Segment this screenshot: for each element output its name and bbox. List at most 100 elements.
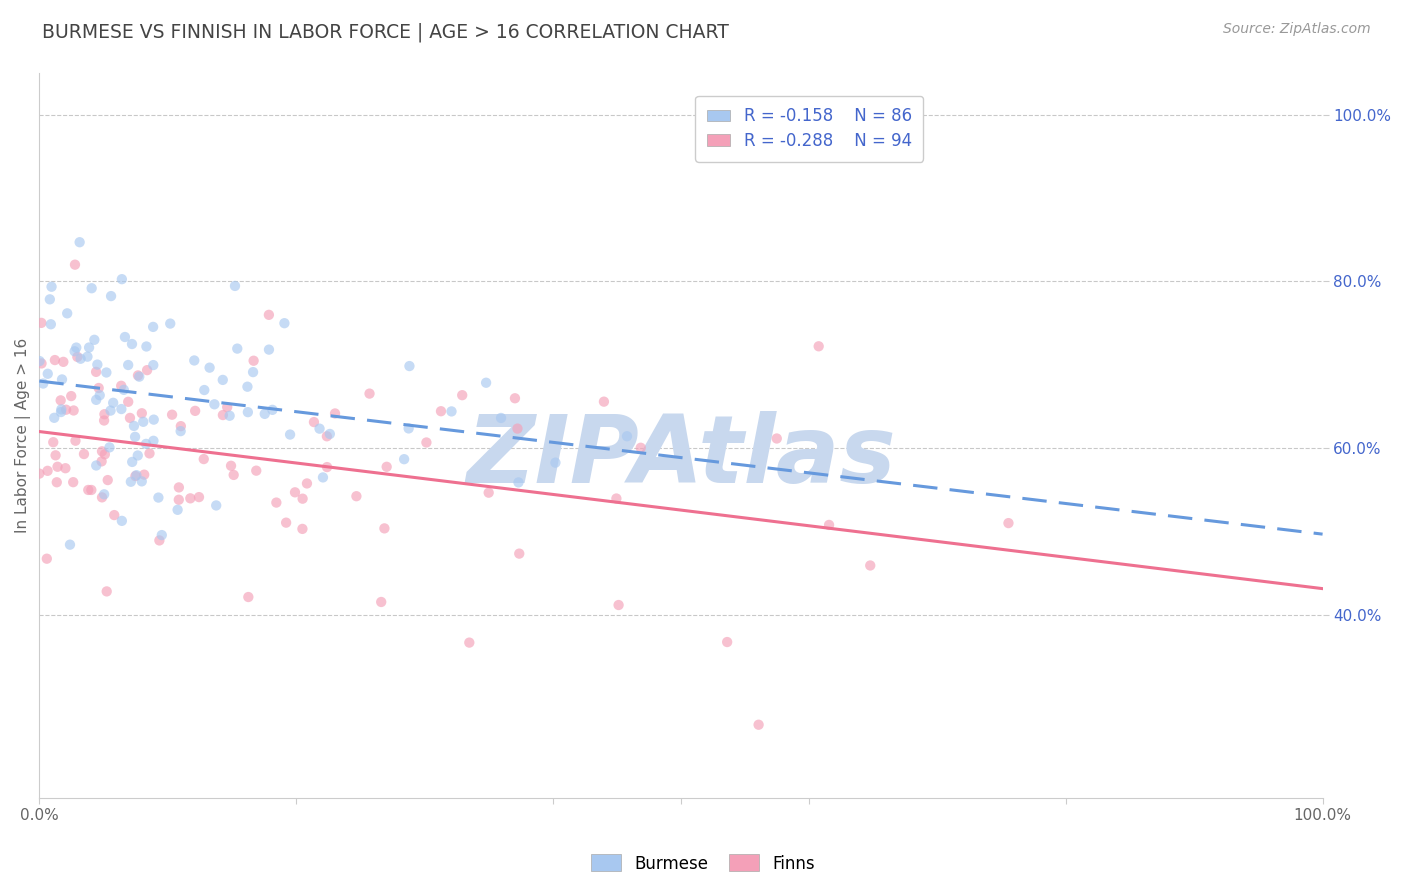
Point <box>131 406 153 420</box>
Point <box>127 368 149 383</box>
Text: Source: ZipAtlas.com: Source: ZipAtlas.com <box>1223 22 1371 37</box>
Point <box>96 584 118 599</box>
Point <box>312 470 335 484</box>
Point <box>236 405 259 419</box>
Point <box>257 308 280 322</box>
Point <box>31 356 53 370</box>
Point <box>242 353 264 368</box>
Point <box>69 235 91 250</box>
Point <box>65 434 87 448</box>
Point <box>278 427 301 442</box>
Point <box>111 514 134 528</box>
Point <box>193 452 215 467</box>
Point <box>398 421 420 435</box>
Point <box>276 516 298 530</box>
Point <box>607 598 630 612</box>
Point <box>100 289 122 303</box>
Point <box>142 358 165 372</box>
Point <box>124 469 146 483</box>
Point <box>142 434 165 448</box>
Point <box>765 432 787 446</box>
Point <box>150 528 173 542</box>
Point <box>83 333 105 347</box>
Point <box>49 405 72 419</box>
Point <box>236 380 259 394</box>
Point <box>28 467 51 481</box>
Point <box>134 467 156 482</box>
Point <box>32 376 55 391</box>
Point <box>55 461 77 475</box>
Point <box>84 365 107 379</box>
Point <box>35 551 58 566</box>
Point <box>100 403 122 417</box>
Point <box>49 393 72 408</box>
Point <box>748 717 770 731</box>
Point <box>859 558 882 573</box>
Point <box>90 454 112 468</box>
Point <box>475 376 498 390</box>
Text: BURMESE VS FINNISH IN LABOR FORCE | AGE > 16 CORRELATION CHART: BURMESE VS FINNISH IN LABOR FORCE | AGE … <box>42 22 730 42</box>
Point <box>98 441 121 455</box>
Point <box>415 435 437 450</box>
Point <box>273 316 295 330</box>
Point <box>39 318 62 332</box>
Point <box>193 383 215 397</box>
Point <box>62 403 84 417</box>
Point <box>131 475 153 489</box>
Point <box>211 373 233 387</box>
Point <box>142 412 165 426</box>
Point <box>148 491 170 505</box>
Point <box>93 413 115 427</box>
Point <box>142 319 165 334</box>
Point <box>257 343 280 357</box>
Point <box>55 402 77 417</box>
Point <box>219 458 242 473</box>
Point <box>65 341 87 355</box>
Point <box>242 365 264 379</box>
Point <box>224 279 246 293</box>
Point <box>544 456 567 470</box>
Point <box>42 435 65 450</box>
Point <box>80 483 103 497</box>
Point <box>121 337 143 351</box>
Point <box>169 424 191 438</box>
Point <box>315 429 337 443</box>
Point <box>295 476 318 491</box>
Point <box>28 354 51 368</box>
Point <box>63 344 86 359</box>
Point <box>118 411 141 425</box>
Point <box>69 351 91 366</box>
Point <box>489 411 512 425</box>
Point <box>616 429 638 443</box>
Point <box>167 492 190 507</box>
Point <box>80 281 103 295</box>
Point <box>38 293 60 307</box>
Point <box>136 363 159 377</box>
Point <box>508 547 530 561</box>
Point <box>110 378 132 392</box>
Point <box>60 389 83 403</box>
Point <box>93 487 115 501</box>
Point <box>84 392 107 407</box>
Point <box>323 407 346 421</box>
Point <box>226 342 249 356</box>
Point <box>291 491 314 506</box>
Point <box>111 272 134 286</box>
Point <box>170 419 193 434</box>
Point <box>188 490 211 504</box>
Legend: R = -0.158    N = 86, R = -0.288    N = 94: R = -0.158 N = 86, R = -0.288 N = 94 <box>695 95 924 161</box>
Point <box>398 359 420 373</box>
Point <box>478 485 501 500</box>
Point <box>370 595 392 609</box>
Point <box>84 458 107 473</box>
Point <box>51 372 73 386</box>
Point <box>62 475 84 490</box>
Point <box>77 483 100 497</box>
Point <box>37 367 59 381</box>
Point <box>316 460 339 475</box>
Point <box>262 402 284 417</box>
Point <box>183 353 205 368</box>
Point <box>103 508 125 522</box>
Point <box>302 415 325 429</box>
Point <box>122 419 145 434</box>
